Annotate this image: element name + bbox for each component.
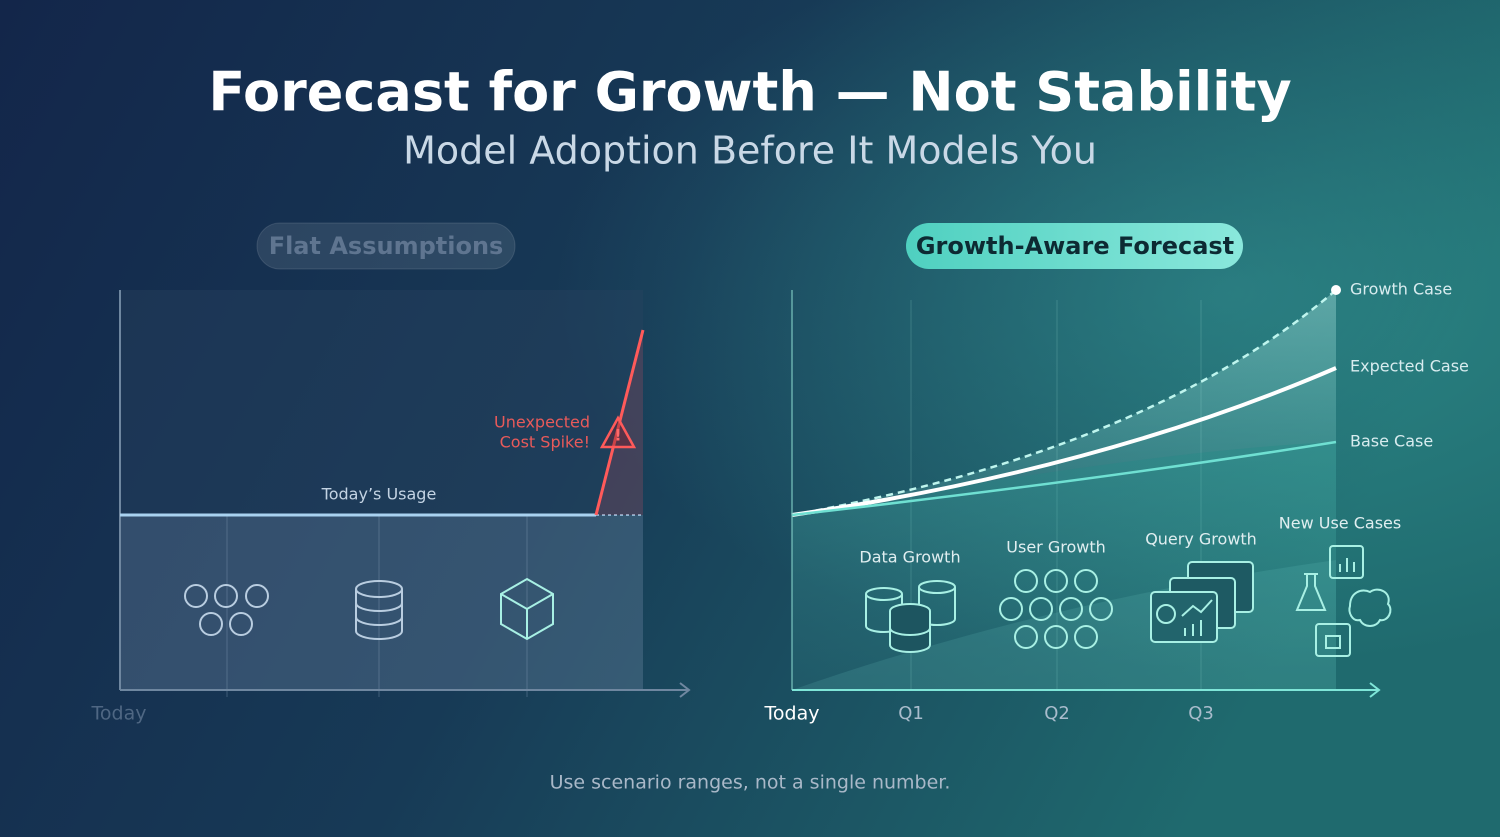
footer: Use scenario ranges, not a single number… [550,772,951,794]
subtitle: Model Adoption Before It Models You [403,129,1097,173]
pill [256,222,516,270]
panel-label: Flat Assumptions [269,232,504,260]
use-case-icons [1295,545,1392,657]
users-icon [184,584,269,636]
title: Forecast for Growth — Not Stability [208,61,1291,124]
alert-text: Unexpected [494,413,590,432]
users-icon [999,569,1113,649]
driver-label: New Use Cases [1279,514,1401,533]
x-label: Q2 [1044,703,1070,724]
x-label: Q3 [1188,703,1214,724]
driver-label: Data Growth [859,548,960,567]
warning-icon [599,415,637,449]
container-icon [500,577,554,641]
warning-mark: ! [614,426,621,445]
x-label: Q1 [898,703,924,724]
upper-area [120,290,643,515]
expected-curve [791,366,1337,517]
pill [906,223,1243,269]
dashboard-icon [1150,561,1254,643]
arrow [679,682,691,698]
scenario-band [792,290,1336,515]
scenario-label: Expected Case [1350,357,1469,376]
line-label: Today’s Usage [321,485,437,504]
database-icon [865,580,956,653]
end-point [1331,285,1341,295]
scenario-label: Growth Case [1350,280,1452,299]
alert-text: Cost Spike! [500,433,590,452]
driver-label: User Growth [1006,538,1105,557]
base-curve [791,440,1337,517]
growth-curve [791,289,1337,517]
arrow [1369,682,1381,698]
x-label: Today [764,703,820,725]
database-icon [355,580,403,640]
panel-label: Growth-Aware Forecast [916,232,1234,260]
driver-label: Query Growth [1145,530,1257,549]
lower-area [120,515,643,690]
scenario-label: Base Case [1350,432,1433,451]
x-label: Today [91,703,147,725]
